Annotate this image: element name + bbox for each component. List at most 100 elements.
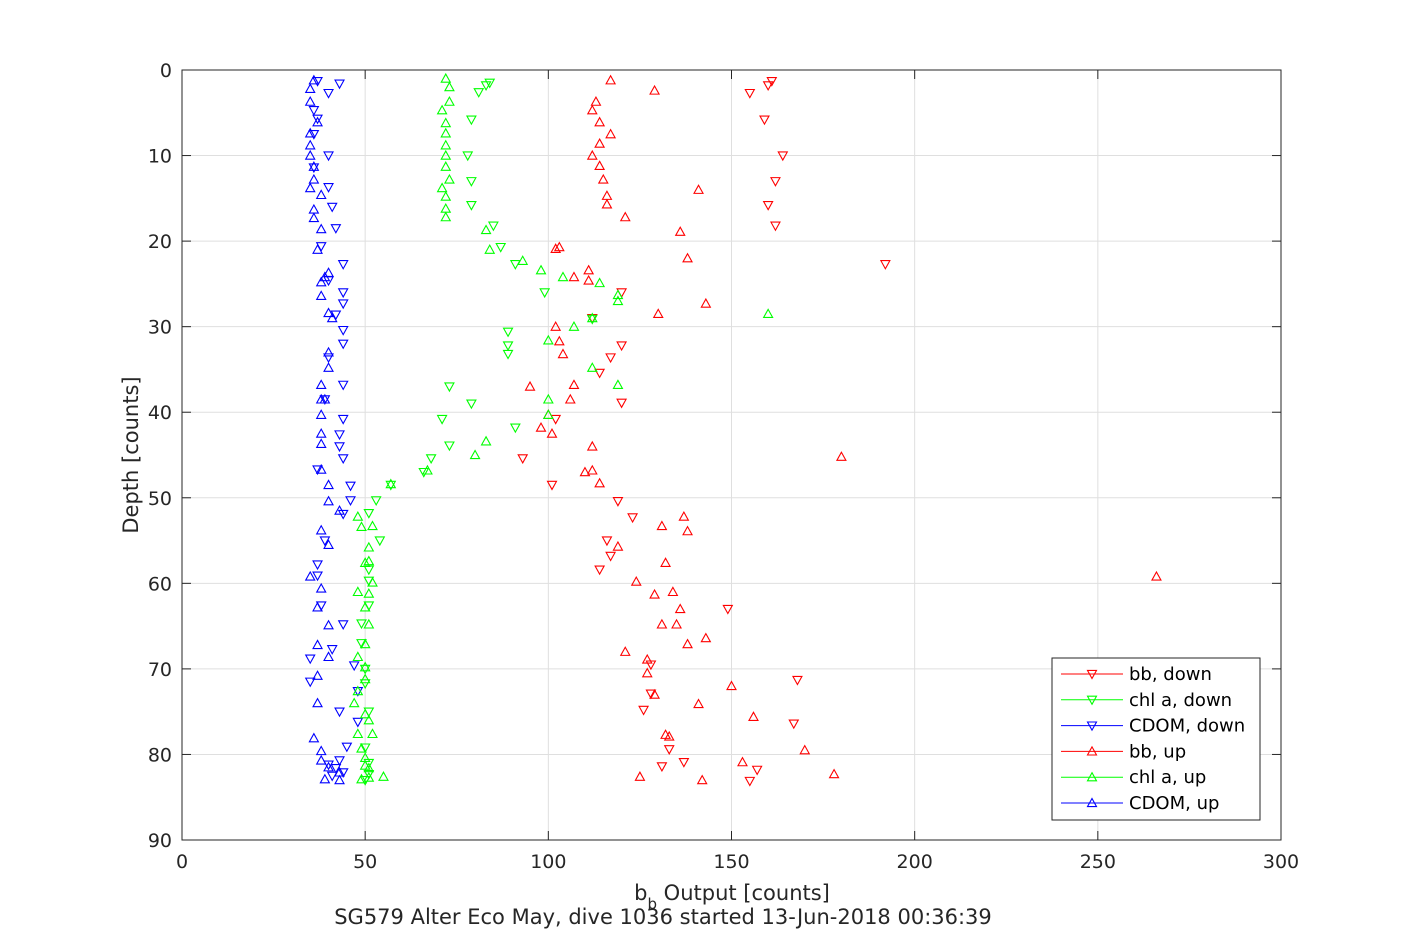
- point-cdom-up: [315, 524, 327, 535]
- point-bb-up: [682, 252, 693, 263]
- point-cdom-up: [304, 570, 316, 581]
- point-chl-a-up: [480, 435, 492, 446]
- point-chl-a-up: [517, 255, 529, 265]
- point-bb-down: [645, 689, 657, 700]
- y-tick-label: 60: [148, 573, 172, 595]
- point-cdom-down: [345, 481, 356, 492]
- point-cdom-down: [323, 151, 334, 162]
- legend-marker-chl-a-up: [1086, 771, 1098, 782]
- point-cdom-up: [315, 223, 327, 234]
- point-cdom-down: [334, 442, 345, 453]
- legend-marker-bb-down: [1086, 669, 1098, 680]
- point-chl-a-up: [348, 697, 360, 708]
- point-bb-up: [667, 586, 679, 597]
- point-bb-up: [612, 540, 624, 551]
- y-tick-label: 30: [148, 317, 172, 339]
- chart-caption: SG579 Alter Eco May, dive 1036 started 1…: [334, 905, 992, 929]
- point-chl-a-down: [374, 536, 386, 547]
- point-chl-a-down: [539, 288, 551, 299]
- point-cdom-up: [312, 601, 323, 612]
- point-cdom-up: [323, 479, 334, 490]
- point-bb-up: [660, 557, 671, 567]
- point-chl-a-up: [422, 464, 433, 475]
- legend-label-bb-up: bb, up: [1129, 741, 1186, 762]
- legend-marker-bb-up: [1086, 745, 1098, 756]
- point-chl-a-up: [352, 685, 364, 696]
- point-bb-up: [586, 104, 598, 115]
- point-chl-a-up: [356, 773, 367, 784]
- legend-box: [1051, 657, 1261, 821]
- point-bb-down: [663, 745, 675, 755]
- point-bb-up: [649, 688, 661, 699]
- point-cdom-up: [308, 74, 320, 85]
- point-cdom-down: [352, 717, 364, 728]
- point-cdom-up: [304, 149, 316, 160]
- point-bb-up: [619, 211, 631, 222]
- legend: bb, down chl a, down CDOM, down bb, up chl a…: [1051, 657, 1261, 821]
- point-bb-up: [641, 653, 653, 664]
- x-axis-title-rest: Output [counts]: [657, 881, 830, 905]
- point-cdom-down: [308, 163, 320, 174]
- point-cdom-down: [337, 288, 349, 299]
- point-chl-a-up: [352, 586, 364, 597]
- point-bb-up: [682, 525, 693, 536]
- point-chl-a-up: [352, 651, 364, 662]
- point-bb-up: [696, 774, 708, 785]
- y-tick-label: 90: [148, 830, 172, 852]
- point-cdom-down: [323, 353, 334, 364]
- point-chl-a-down: [586, 314, 598, 325]
- point-cdom-down: [323, 88, 334, 99]
- point-bb-up: [634, 771, 646, 781]
- point-bb-up: [546, 427, 558, 438]
- point-bb-down: [627, 513, 639, 524]
- y-tick-label: 70: [148, 659, 172, 681]
- point-cdom-up: [323, 267, 334, 277]
- point-bb-up: [748, 711, 759, 721]
- point-chl-a-up: [443, 81, 455, 92]
- point-chl-a-up: [535, 264, 547, 275]
- point-bb-up: [671, 618, 682, 629]
- point-bb-up: [568, 271, 580, 282]
- point-bb-up: [641, 667, 653, 678]
- point-cdom-up: [334, 504, 345, 515]
- point-bb-up: [550, 243, 562, 253]
- point-bb-down: [638, 705, 650, 716]
- point-chl-a-up: [568, 321, 580, 331]
- point-chl-a-up: [484, 244, 496, 254]
- point-chl-a-up: [586, 362, 598, 372]
- point-cdom-up: [308, 732, 320, 743]
- point-bb-up: [656, 520, 668, 531]
- point-chl-a-up: [440, 117, 452, 128]
- point-bb-up: [586, 149, 598, 160]
- point-bb-down: [751, 765, 763, 776]
- x-tick-label: 300: [1263, 851, 1299, 873]
- point-chl-a-up: [359, 601, 371, 612]
- point-cdom-up: [315, 276, 327, 287]
- point-chl-a-up: [762, 308, 774, 318]
- point-cdom-up: [304, 127, 316, 138]
- point-bb-up: [583, 264, 595, 275]
- point-cdom-up: [315, 189, 327, 200]
- point-chl-a-up: [440, 211, 452, 222]
- point-cdom-down: [337, 325, 349, 336]
- point-chl-a-up: [612, 289, 624, 300]
- point-chl-a-down: [359, 775, 371, 786]
- point-bb-up: [594, 160, 606, 170]
- point-cdom-down: [312, 114, 323, 125]
- y-tick-label: 50: [148, 488, 172, 510]
- point-bb-down: [744, 776, 756, 787]
- point-bb-up: [619, 646, 631, 656]
- point-chl-a-up: [440, 161, 452, 171]
- point-bb-up: [737, 756, 748, 767]
- point-cdom-down: [308, 130, 320, 140]
- point-chl-a-up: [469, 449, 481, 460]
- x-tick-label: 200: [897, 851, 933, 873]
- point-chl-a-up: [440, 72, 452, 83]
- point-chl-a-up: [367, 728, 378, 739]
- point-bb-up: [678, 510, 690, 521]
- point-bb-up: [630, 575, 642, 586]
- point-chl-a-up: [594, 277, 606, 288]
- point-chl-a-up: [352, 728, 364, 739]
- point-cdom-down: [337, 380, 349, 391]
